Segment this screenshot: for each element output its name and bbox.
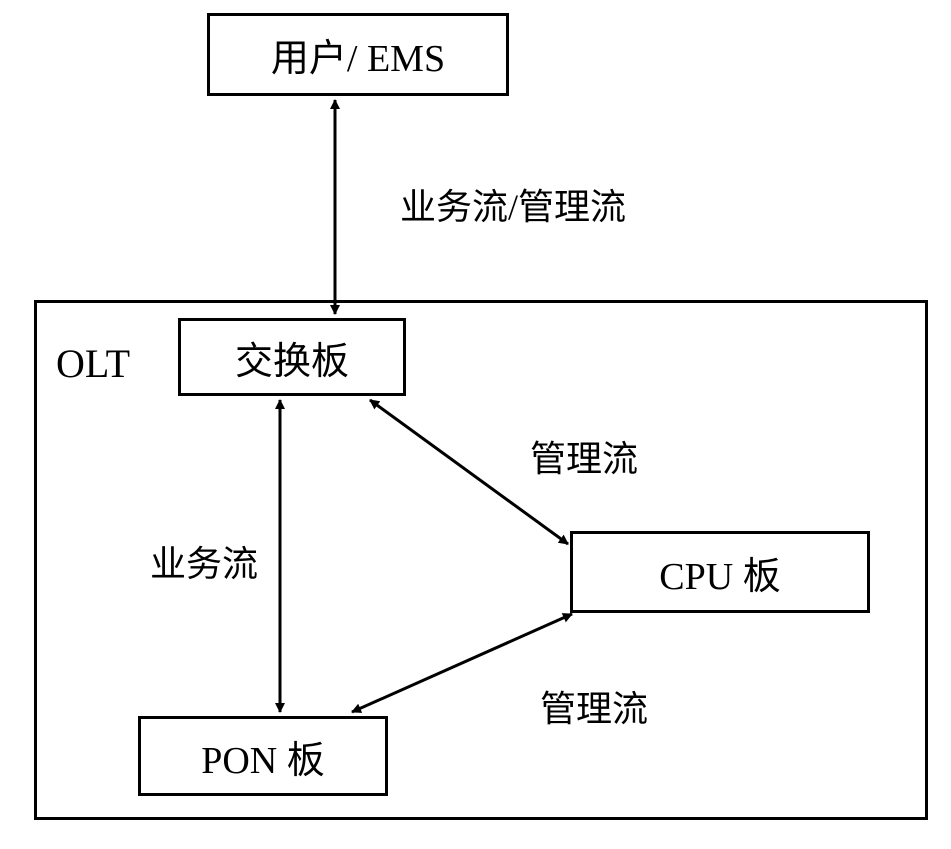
switch-board-label: 交换板 [235, 330, 349, 385]
olt-label: OLT [56, 340, 130, 387]
switch-board-box: 交换板 [178, 318, 406, 396]
edge-label-switch-pon: 业务流 [150, 535, 258, 587]
user-ems-box: 用户/ EMS [207, 13, 509, 96]
diagram-canvas: OLT 用户/ EMS 交换板 CPU 板 PON 板 业务流/管理流 业务流 … [0, 0, 951, 849]
pon-board-box: PON 板 [138, 716, 388, 796]
cpu-board-box: CPU 板 [570, 531, 870, 613]
edge-label-user-switch: 业务流/管理流 [400, 178, 626, 230]
edge-label-cpu-pon: 管理流 [540, 680, 648, 732]
cpu-board-label: CPU 板 [659, 545, 780, 600]
user-ems-label: 用户/ EMS [271, 27, 445, 82]
pon-board-label: PON 板 [201, 729, 325, 784]
edge-label-switch-cpu: 管理流 [530, 430, 638, 482]
